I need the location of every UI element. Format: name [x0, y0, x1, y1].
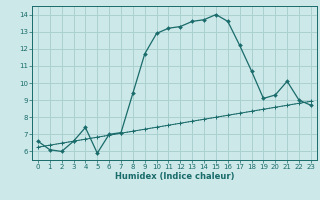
X-axis label: Humidex (Indice chaleur): Humidex (Indice chaleur) [115, 172, 234, 181]
